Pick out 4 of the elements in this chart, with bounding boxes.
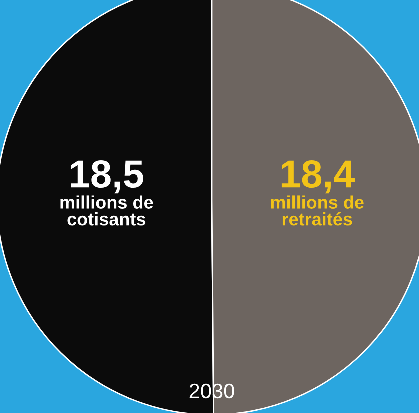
data-label: 18,5 (71, 160, 144, 194)
slice-label: millions de cotisants (60, 196, 154, 226)
data-label: 18,4 (282, 160, 355, 194)
slice-label: millions de retraités (271, 196, 364, 226)
